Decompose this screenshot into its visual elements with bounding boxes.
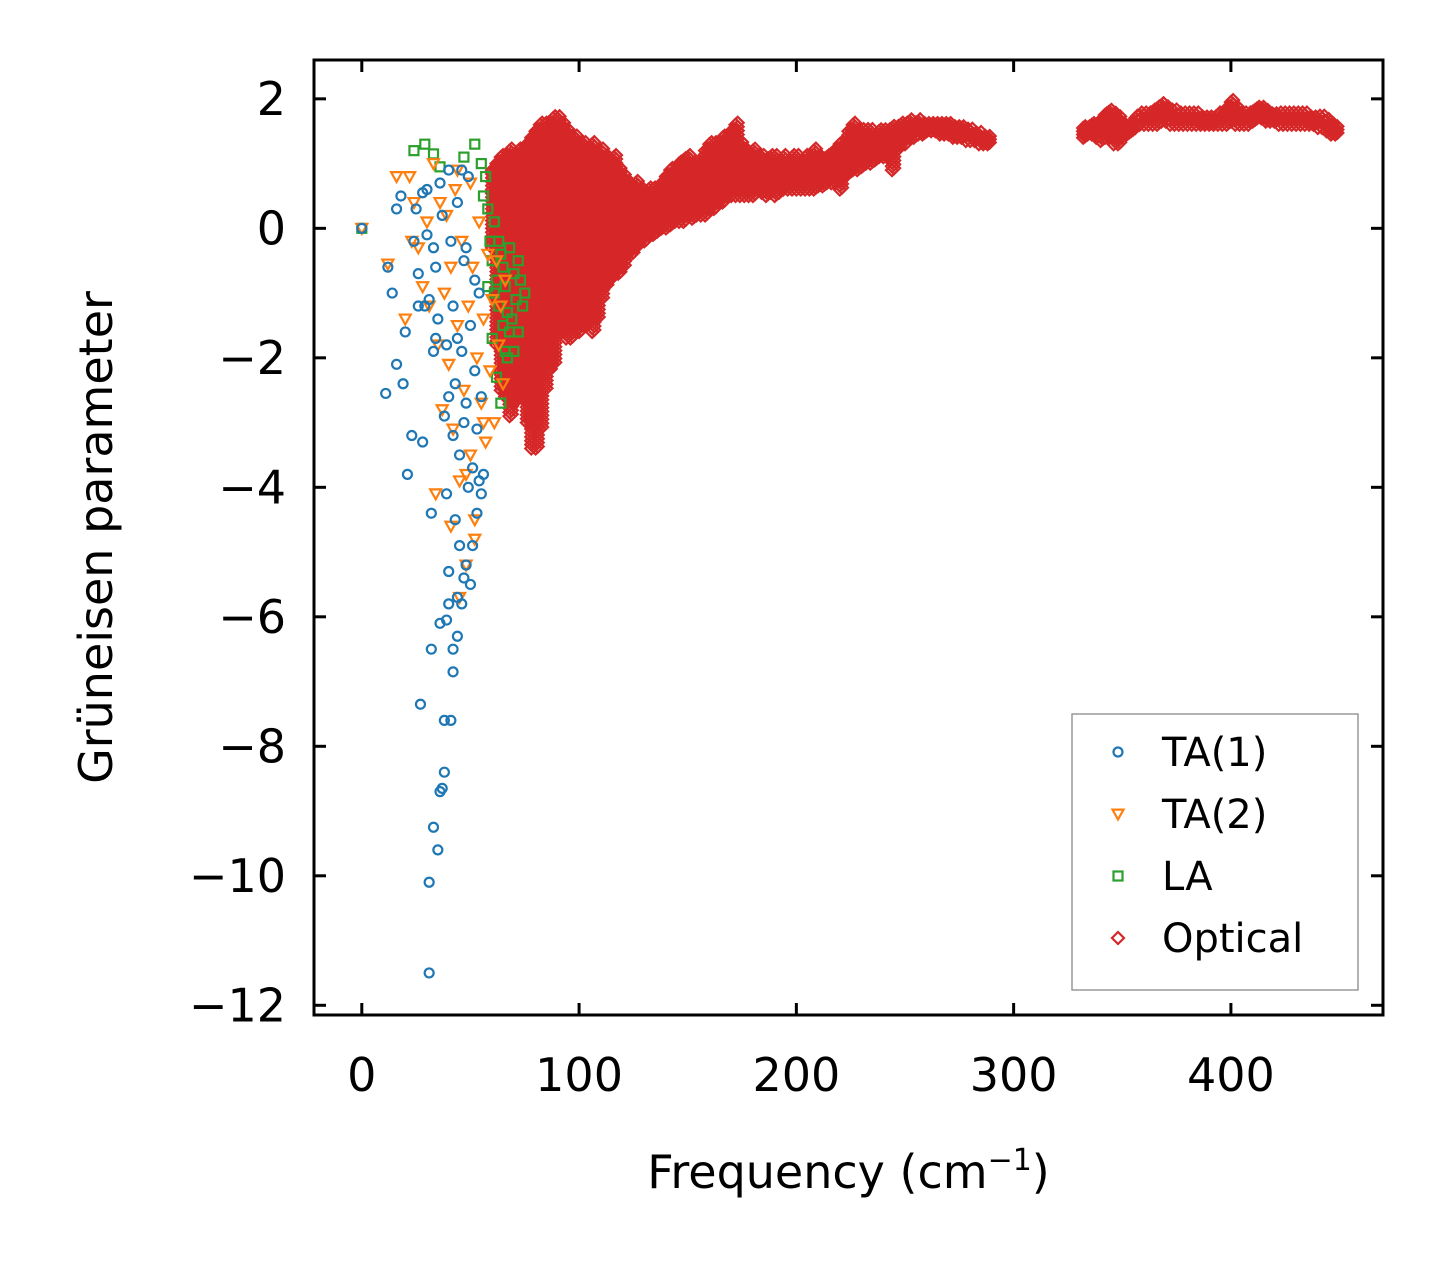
data-layer [354, 92, 1345, 979]
data-point [730, 115, 746, 131]
data-point [586, 134, 602, 150]
data-point [608, 147, 624, 163]
data-point [982, 128, 998, 144]
series-optical [484, 92, 1345, 457]
data-point [682, 147, 698, 163]
